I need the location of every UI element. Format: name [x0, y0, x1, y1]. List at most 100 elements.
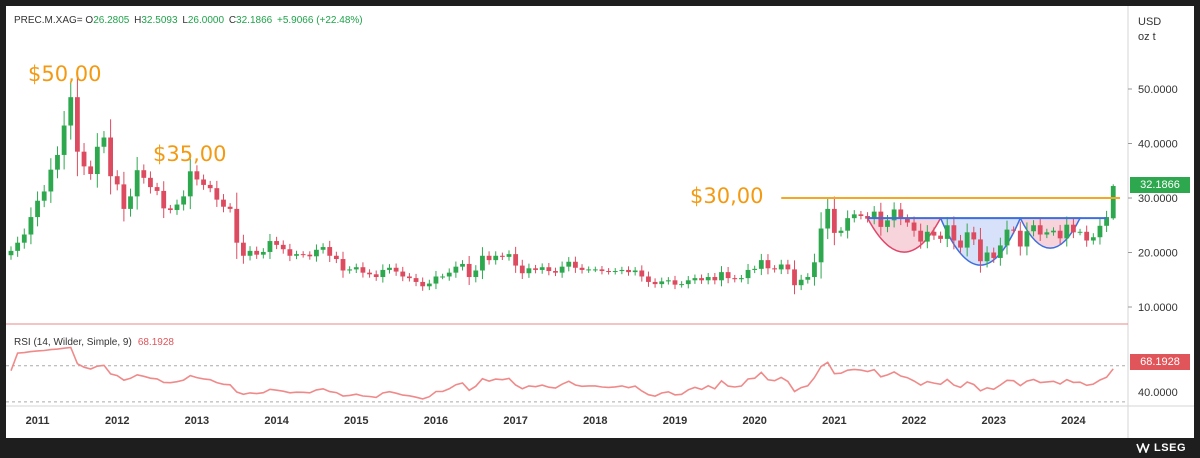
- year-tick-label: 2019: [663, 415, 687, 427]
- currency-unit: USD: [1138, 16, 1162, 28]
- rsi-value-tag: 68.1928: [1130, 354, 1190, 370]
- candle-body: [871, 211, 877, 219]
- candle-body: [387, 267, 392, 270]
- candle-body: [885, 220, 890, 227]
- rsi-legend-value: 68.1928: [137, 337, 174, 348]
- candle-body: [181, 196, 187, 205]
- candle-body: [214, 188, 220, 200]
- low-key: L: [182, 15, 188, 26]
- candle-body: [752, 268, 758, 270]
- candle-body: [267, 241, 273, 252]
- candle-body: [665, 280, 671, 282]
- candle-body: [546, 267, 552, 272]
- candle-body: [831, 208, 837, 233]
- candle-body: [486, 255, 492, 261]
- year-tick-label: 2017: [503, 415, 527, 427]
- candle-body: [141, 170, 147, 178]
- candle-body: [1064, 224, 1070, 239]
- candle-body: [480, 255, 485, 271]
- candle-body: [227, 206, 233, 209]
- candle-body: [1097, 225, 1103, 238]
- annotation-50: $50,00: [28, 62, 102, 86]
- candle-body: [380, 269, 386, 278]
- candle-body: [891, 209, 897, 221]
- candle-body: [812, 262, 817, 278]
- candle-body: [161, 190, 167, 209]
- candle-body: [1110, 186, 1116, 219]
- candle-body: [818, 228, 824, 263]
- candle-body: [526, 268, 532, 274]
- candle-body: [373, 274, 379, 278]
- candle-body: [360, 267, 366, 273]
- candle-body: [878, 211, 884, 227]
- candle-body: [971, 232, 977, 240]
- candle-body: [307, 254, 313, 257]
- candle-body: [958, 240, 963, 248]
- price-chart[interactable]: 40.000080.0000 10.0000 20.0000 30.0000 40.0…: [6, 6, 1194, 438]
- change-value: +5.9066 (+22.48%): [276, 15, 363, 26]
- low-value: 26.0000: [187, 15, 225, 26]
- price-tick-label: 10.0000: [1138, 302, 1178, 314]
- footer-bar: [0, 438, 1200, 458]
- candle-body: [174, 204, 180, 210]
- candle-body: [719, 272, 724, 281]
- annotation-30: $30,00: [690, 184, 764, 208]
- candle-body: [493, 255, 499, 261]
- grid: [6, 6, 1194, 438]
- candle-body: [241, 242, 246, 256]
- candle-body: [911, 222, 917, 231]
- candle-body: [247, 250, 253, 256]
- chart-frame: 40.000080.0000 10.0000 20.0000 30.0000 40.0…: [6, 6, 1194, 438]
- candle-body: [785, 264, 791, 270]
- candle-body: [679, 284, 685, 286]
- candle-body: [340, 259, 346, 271]
- candle-body: [393, 267, 399, 272]
- candle-body: [506, 254, 512, 257]
- candle-body: [652, 281, 658, 285]
- candle-body: [499, 255, 505, 257]
- year-tick-label: 2024: [1061, 415, 1086, 427]
- candle-body: [400, 271, 406, 277]
- candle-body: [606, 271, 611, 273]
- year-tick-label: 2023: [981, 415, 1005, 427]
- candle-body: [732, 278, 738, 280]
- candle-body: [838, 230, 844, 233]
- candle-body: [931, 231, 937, 236]
- candle-body: [692, 278, 698, 281]
- close-key: C: [228, 15, 237, 26]
- candle-body: [944, 225, 950, 239]
- rsi-tick-label: 40.0000: [1138, 387, 1178, 399]
- candle-body: [333, 255, 339, 260]
- year-tick-label: 2013: [185, 415, 209, 427]
- open-value: 26.2805: [93, 15, 130, 26]
- candlesticks: [8, 72, 1116, 295]
- year-tick-label: 2020: [742, 415, 766, 427]
- logo-text: LSEG: [1154, 442, 1186, 454]
- candle-body: [320, 247, 326, 250]
- candle-body: [513, 254, 519, 266]
- symbol-label: PREC.M.XAG=: [14, 15, 83, 26]
- axes: 10.0000 20.0000 30.0000 40.0000 50.0000 2011 2…: [26, 84, 1178, 427]
- candle-body: [639, 270, 645, 277]
- candle-body: [440, 276, 445, 278]
- candle-body: [579, 267, 585, 270]
- candle-body: [128, 196, 133, 209]
- rsi-line: [10, 346, 1114, 400]
- candle-body: [314, 249, 319, 257]
- candle-body: [659, 281, 665, 285]
- candle-body: [632, 270, 638, 273]
- candle-body: [15, 242, 21, 251]
- annotation-35: $35,00: [153, 142, 227, 166]
- candle-body: [1004, 229, 1010, 246]
- candle-body: [426, 283, 432, 287]
- candle-body: [446, 272, 452, 277]
- candle-body: [619, 269, 625, 272]
- candle-body: [739, 278, 744, 280]
- candle-body: [758, 260, 764, 269]
- year-tick-label: 2012: [105, 415, 129, 427]
- candle-body: [918, 230, 924, 242]
- candle-body: [407, 276, 412, 279]
- candle-body: [294, 254, 299, 256]
- candle-body: [705, 277, 711, 281]
- candle-body: [951, 225, 957, 241]
